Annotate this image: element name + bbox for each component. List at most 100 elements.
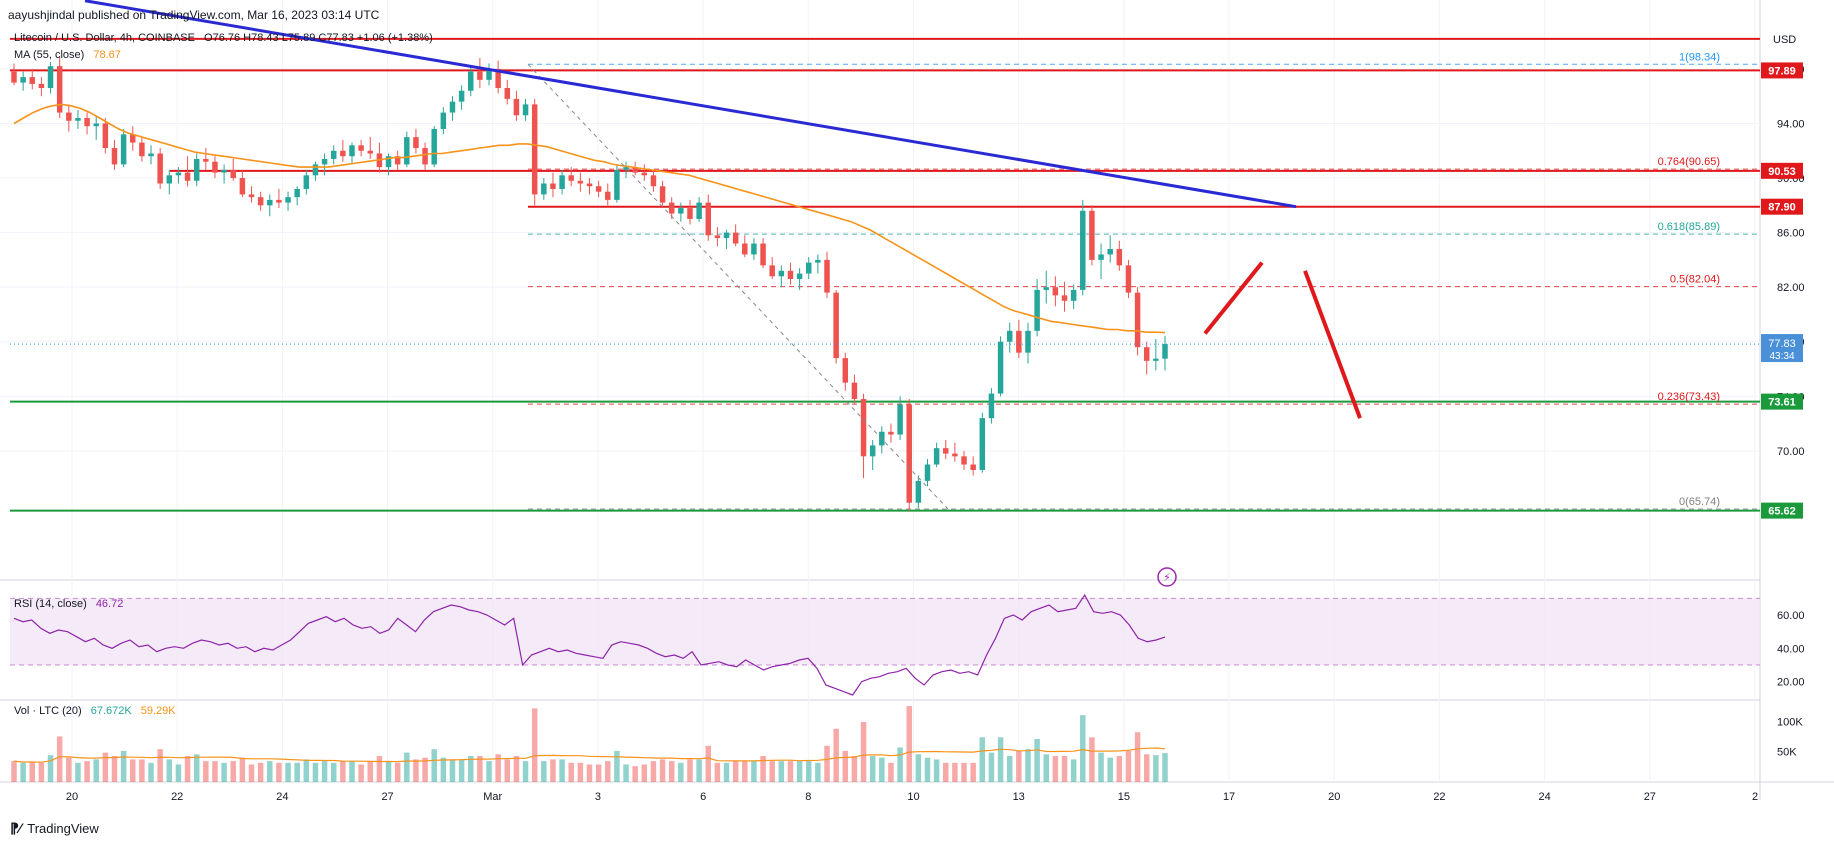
volume-bar <box>330 762 337 782</box>
volume-bar <box>367 761 374 782</box>
volume-bar <box>1052 756 1059 782</box>
candle-body <box>833 292 839 359</box>
volume-bar <box>833 728 839 782</box>
volume-bar <box>166 759 173 782</box>
time-tick-label: 3 <box>595 791 601 803</box>
candle-body <box>632 167 638 173</box>
candle-body <box>595 186 602 192</box>
candle-body <box>458 90 465 102</box>
volume-bar <box>513 756 520 782</box>
price-tick-label: 86.00 <box>1777 228 1805 240</box>
rsi-label: RSI (14, close) <box>14 598 87 610</box>
candle-body <box>659 186 666 203</box>
candle-body <box>796 273 803 279</box>
volume-bar <box>504 759 511 782</box>
volume-bar <box>276 762 282 782</box>
volume-bar <box>148 762 154 782</box>
volume-bar <box>385 761 392 782</box>
volume-bar <box>687 759 693 782</box>
candle-body <box>93 123 99 127</box>
candle-body <box>340 150 346 157</box>
candle-body <box>1016 330 1022 353</box>
volume-bar <box>915 754 922 782</box>
volume-bar <box>550 759 556 782</box>
volume-bar <box>1070 759 1077 782</box>
price-tick-label: 70.00 <box>1777 446 1805 458</box>
symbol-legend: Litecoin / U.S. Dollar, 4h, COINBASE O76… <box>14 32 433 44</box>
rsi-tick-label: 20.00 <box>1777 677 1805 689</box>
tradingview-logo-icon: ⁋⁄ <box>10 820 22 836</box>
volume-bar <box>796 761 803 782</box>
candle-body <box>1034 289 1040 331</box>
candle-body <box>56 66 63 113</box>
volume-bar <box>961 762 967 782</box>
volume-bar <box>29 761 36 782</box>
candle-body <box>276 199 282 203</box>
candle-body <box>38 83 45 89</box>
candle-body <box>449 101 456 113</box>
volume-bar <box>376 756 383 782</box>
volume-bar <box>933 759 940 782</box>
candle-body <box>1153 358 1159 361</box>
volume-bar <box>11 761 17 782</box>
time-tick-label: 24 <box>1539 791 1551 803</box>
footer-brand: ⁋⁄ TradingView <box>10 820 99 837</box>
fib-level-label: 0(65.74) <box>1679 496 1720 508</box>
volume-bar <box>358 764 364 782</box>
price-tag <box>1761 62 1803 79</box>
volume-bar <box>541 761 547 782</box>
candle-body <box>330 150 337 159</box>
candle-body <box>102 123 109 149</box>
volume-tick-label: 50K <box>1777 747 1797 759</box>
candle-body <box>495 68 501 89</box>
volume-bar <box>267 761 273 782</box>
moving-average-line <box>13 103 1166 334</box>
candle-body <box>605 191 611 200</box>
candle-body <box>815 259 821 263</box>
candle-body <box>1125 265 1132 293</box>
volume-bar <box>285 762 291 782</box>
volume-bar <box>93 759 99 782</box>
volume-bar <box>175 764 182 782</box>
candle-body <box>723 232 730 239</box>
volume-bar <box>577 762 584 782</box>
volume-bar <box>650 761 657 782</box>
volume-ma-value: 59.29K <box>140 705 176 717</box>
price-tag-label: 90.53 <box>1768 166 1796 178</box>
candle-body <box>111 148 118 165</box>
candle-body <box>230 169 236 179</box>
price-tag-label: 73.61 <box>1768 397 1796 409</box>
volume-bar <box>769 761 775 782</box>
candle-body <box>257 197 264 206</box>
candle-body <box>468 71 474 91</box>
volume-bar <box>1061 756 1068 782</box>
candle-body <box>486 68 492 80</box>
candle-body <box>842 358 849 383</box>
fib-level-label: 0.236(73.43) <box>1658 391 1720 403</box>
rsi-tick-label: 40.00 <box>1777 643 1805 655</box>
rsi-tick-label: 60.00 <box>1777 610 1805 622</box>
candle-body <box>157 153 163 184</box>
candle-body <box>1089 210 1095 260</box>
volume-bar <box>778 761 785 782</box>
candle-body <box>1134 292 1141 348</box>
candle-body <box>1162 344 1168 359</box>
volume-bar <box>230 761 236 782</box>
volume-bar <box>943 762 949 782</box>
candle-body <box>522 104 529 116</box>
volume-bar <box>860 721 867 782</box>
event-marker-icon <box>1157 567 1177 587</box>
volume-bar <box>248 764 255 782</box>
volume-bar <box>75 762 81 782</box>
candle-body <box>933 448 940 465</box>
last-price-tag <box>1761 334 1803 363</box>
time-tick-label: 20 <box>1328 791 1340 803</box>
candle-body <box>961 456 967 465</box>
candle-body <box>75 118 81 121</box>
candle-body <box>422 148 428 165</box>
volume-bar <box>906 706 912 782</box>
volume-bar <box>1025 749 1031 782</box>
candle-body <box>668 202 675 214</box>
volume-bar <box>952 762 958 782</box>
